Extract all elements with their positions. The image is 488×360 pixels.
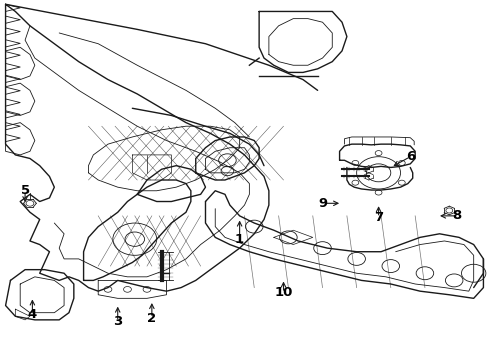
Text: 2: 2 (147, 311, 156, 325)
Text: 4: 4 (28, 308, 37, 321)
Text: 7: 7 (373, 211, 383, 224)
Text: 8: 8 (451, 210, 460, 222)
Text: 5: 5 (20, 184, 30, 197)
Text: 9: 9 (317, 197, 326, 210)
Text: 10: 10 (274, 287, 292, 300)
Text: 3: 3 (113, 315, 122, 328)
Text: 1: 1 (235, 233, 244, 246)
Text: 6: 6 (405, 150, 414, 163)
